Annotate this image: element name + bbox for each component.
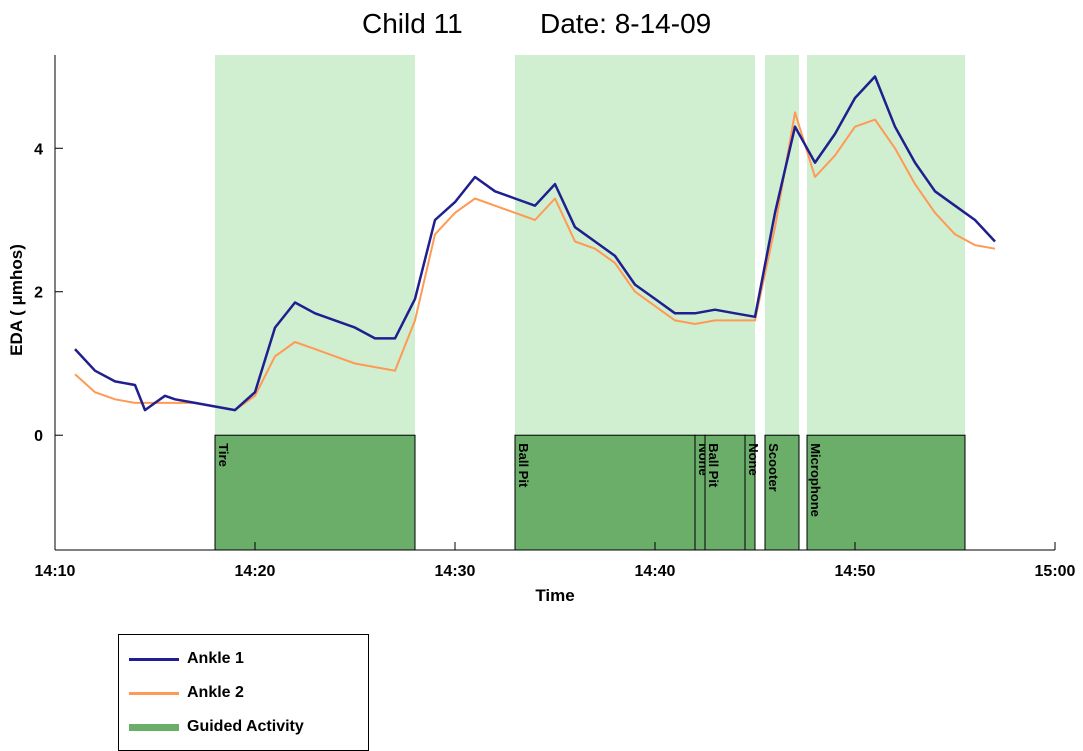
y-axis-label: EDA ( μmhos) (7, 244, 26, 356)
activity-box-1 (514, 434, 696, 551)
activity-label-3: Ball Pit (706, 443, 721, 488)
shaded-region-0 (215, 55, 415, 436)
legend-swatch-ankle1 (129, 657, 179, 661)
legend-item-guided-activity: Guided Activity (129, 715, 304, 739)
x-tick-label-1: 14:20 (235, 563, 276, 580)
legend-label-ankle1: Ankle 1 (187, 650, 244, 667)
chart-title-child: Child 11 (362, 8, 463, 39)
x-axis-label: Time (535, 586, 574, 605)
x-tick-label-4: 14:50 (835, 563, 876, 580)
y-tick-label-0: 0 (34, 428, 43, 445)
legend-swatch-ankle2 (129, 691, 179, 695)
legend-item-ankle2: Ankle 2 (129, 681, 244, 705)
shaded-region-1 (515, 55, 755, 436)
x-tick-label-5: 15:00 (1035, 563, 1076, 580)
legend-item-ankle1: Ankle 1 (129, 647, 244, 671)
x-tick-label-2: 14:30 (435, 563, 476, 580)
activity-box-0 (214, 434, 416, 551)
shaded-region-3 (807, 55, 965, 436)
chart-title-date: Date: 8-14-09 (540, 8, 712, 39)
legend-label-guided-activity: Guided Activity (187, 718, 304, 735)
activity-box-5 (764, 434, 800, 551)
legend-swatch-guided-activity (129, 723, 179, 731)
activity-label-1: Ball Pit (516, 443, 531, 488)
legend: Ankle 1 Ankle 2 Guided Activity (118, 634, 369, 751)
x-tick-label-3: 14:40 (635, 563, 676, 580)
activity-label-6: Microphone (808, 443, 823, 517)
y-tick-label-2: 4 (34, 141, 43, 158)
y-tick-label-1: 2 (34, 285, 43, 302)
x-tick-label-0: 14:10 (35, 563, 76, 580)
activity-box-6 (806, 434, 966, 551)
activity-label-5: Scooter (766, 443, 781, 491)
legend-label-ankle2: Ankle 2 (187, 684, 244, 701)
activity-label-0: Tire (216, 443, 231, 467)
series-line-0 (74, 75, 996, 412)
shaded-region-2 (765, 55, 799, 436)
activity-label-4: None (746, 443, 761, 476)
